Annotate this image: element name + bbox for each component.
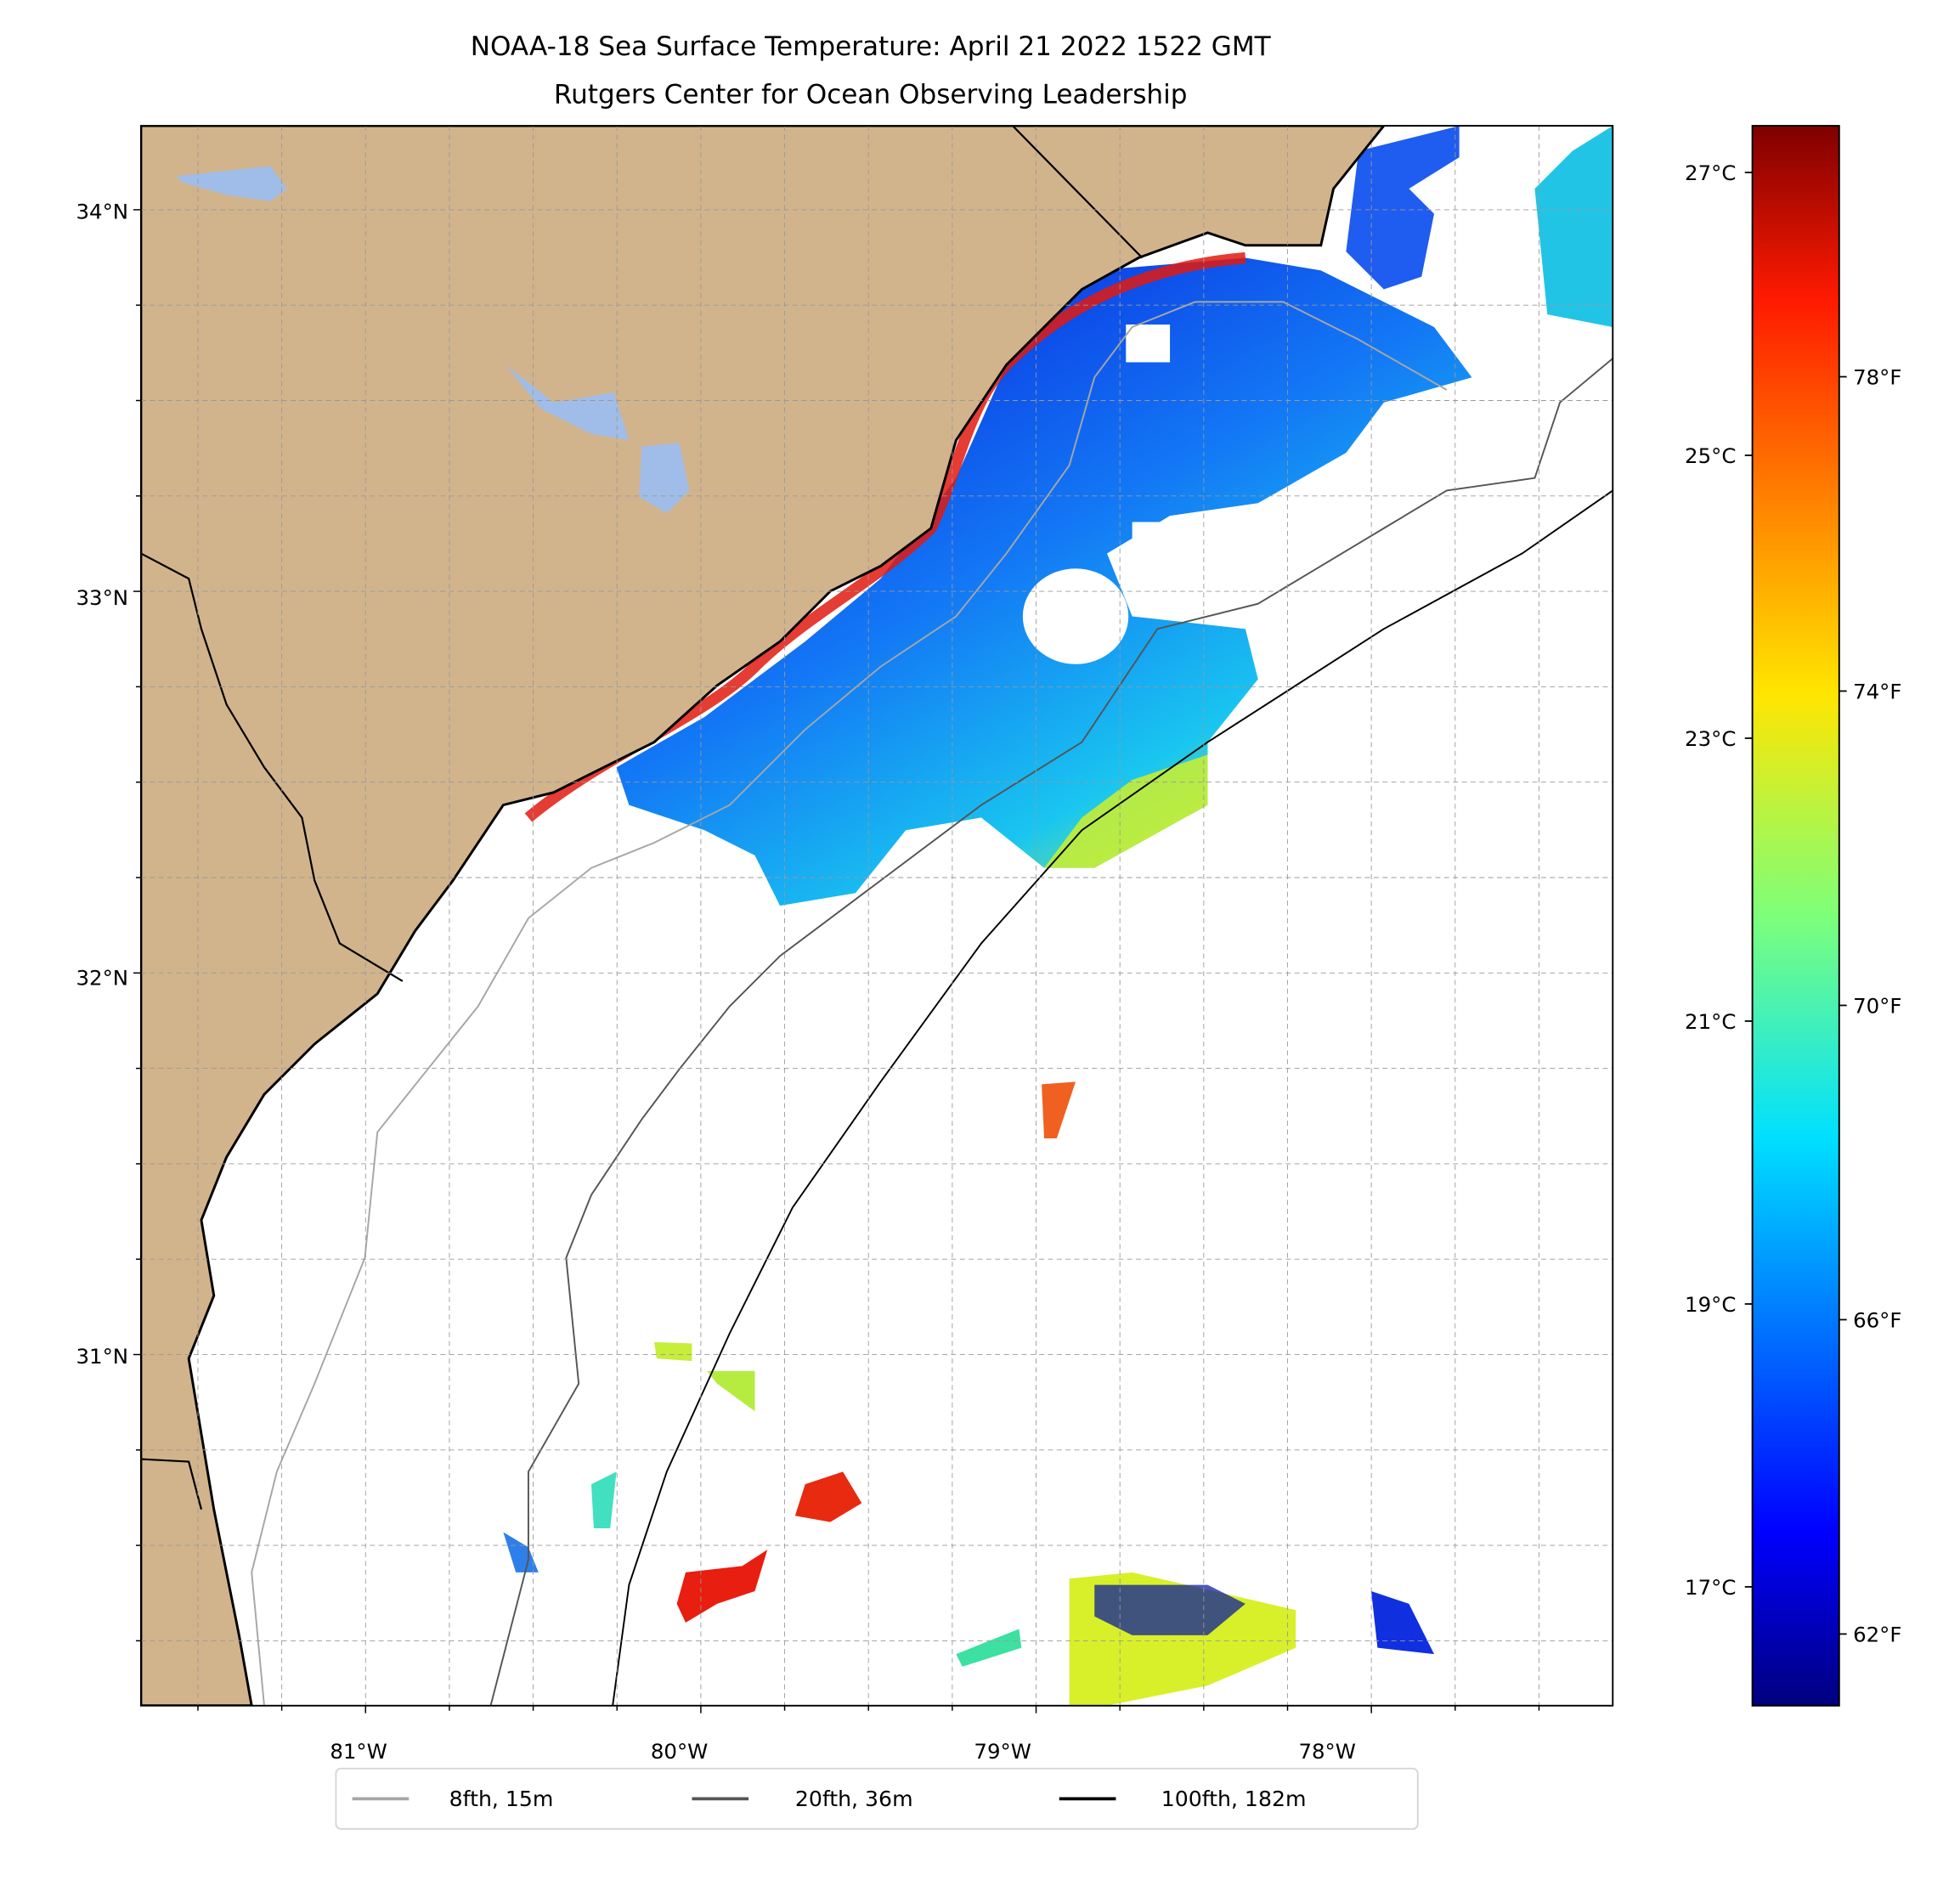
colorbar-label-c: 19°C [1685, 1292, 1736, 1317]
colorbar-label-c: 21°C [1685, 1009, 1736, 1034]
isobath-8fth [251, 301, 1448, 1706]
sst-northeast-patch [1346, 126, 1460, 290]
legend-label-8fth: 8fth, 15m [449, 1787, 554, 1811]
map-panel [140, 126, 1613, 1706]
lat-label: 31°N [76, 1344, 129, 1369]
state-border [140, 1458, 203, 1510]
colorbar-label-f: 78°F [1853, 364, 1901, 389]
title-line-1: NOAA-18 Sea Surface Temperature: April 2… [471, 31, 1272, 62]
lat-label: 34°N [76, 200, 129, 224]
sst-east-patch [1534, 126, 1613, 327]
isobath-100fth [612, 489, 1613, 1706]
sst-patch [956, 1629, 1022, 1667]
isobath-20fth [489, 358, 1613, 1706]
sst-patch [1370, 1591, 1435, 1655]
legend-label-100fth: 100fth, 182m [1161, 1787, 1307, 1811]
sst-patch [1094, 1584, 1245, 1635]
sst-patch [503, 1532, 539, 1572]
colorbar-label-c: 27°C [1685, 161, 1736, 185]
map-axes: 81°W 80°W 79°W 78°W 34°N 33°N 32°N 31°N [76, 200, 1540, 1764]
colorbar-label-f: 66°F [1853, 1307, 1901, 1332]
lon-label: 78°W [1298, 1739, 1355, 1764]
colorbar-label-f: 62°F [1853, 1622, 1901, 1646]
colorbar-label-c: 23°C [1685, 726, 1736, 751]
lon-label: 81°W [330, 1739, 387, 1764]
gridlines [140, 126, 1613, 1706]
colorbar: 27°C 25°C 23°C 21°C 19°C 17°C 78°F 74°F 70°F 66°F… [1685, 125, 1901, 1707]
lon-label: 80°W [651, 1739, 708, 1764]
sst-warm-shelf [1044, 754, 1208, 868]
lon-label: 79°W [974, 1739, 1031, 1764]
state-border [1012, 126, 1144, 259]
legend: 8fth, 15m 20fth, 36m 100fth, 182m [335, 1767, 1419, 1830]
lat-label: 33°N [76, 585, 129, 610]
sst-gap-2 [1126, 325, 1171, 363]
lake [176, 166, 287, 201]
colorbar-label-f: 74°F [1853, 679, 1901, 703]
map-frame [139, 125, 1614, 1707]
lat-label: 32°N [76, 965, 129, 990]
lake [506, 364, 630, 441]
sst-patch [794, 1471, 862, 1522]
colorbar-label-c: 25°C [1685, 443, 1736, 468]
sst-gap [1022, 568, 1129, 664]
colorbar-label-f: 70°F [1853, 993, 1901, 1018]
sst-patch [707, 1370, 755, 1412]
sst-patch [590, 1471, 617, 1529]
sst-patch [654, 1341, 692, 1362]
state-border [140, 552, 404, 982]
colorbar-label-c: 17°C [1685, 1575, 1736, 1600]
sst-patch [676, 1550, 768, 1623]
land [140, 126, 1386, 1706]
sst-patch [1042, 1081, 1076, 1139]
title-line-2: Rutgers Center for Ocean Observing Leade… [554, 79, 1188, 110]
sst-gap-3 [1132, 522, 1171, 554]
legend-label-20fth: 20fth, 36m [795, 1787, 913, 1811]
